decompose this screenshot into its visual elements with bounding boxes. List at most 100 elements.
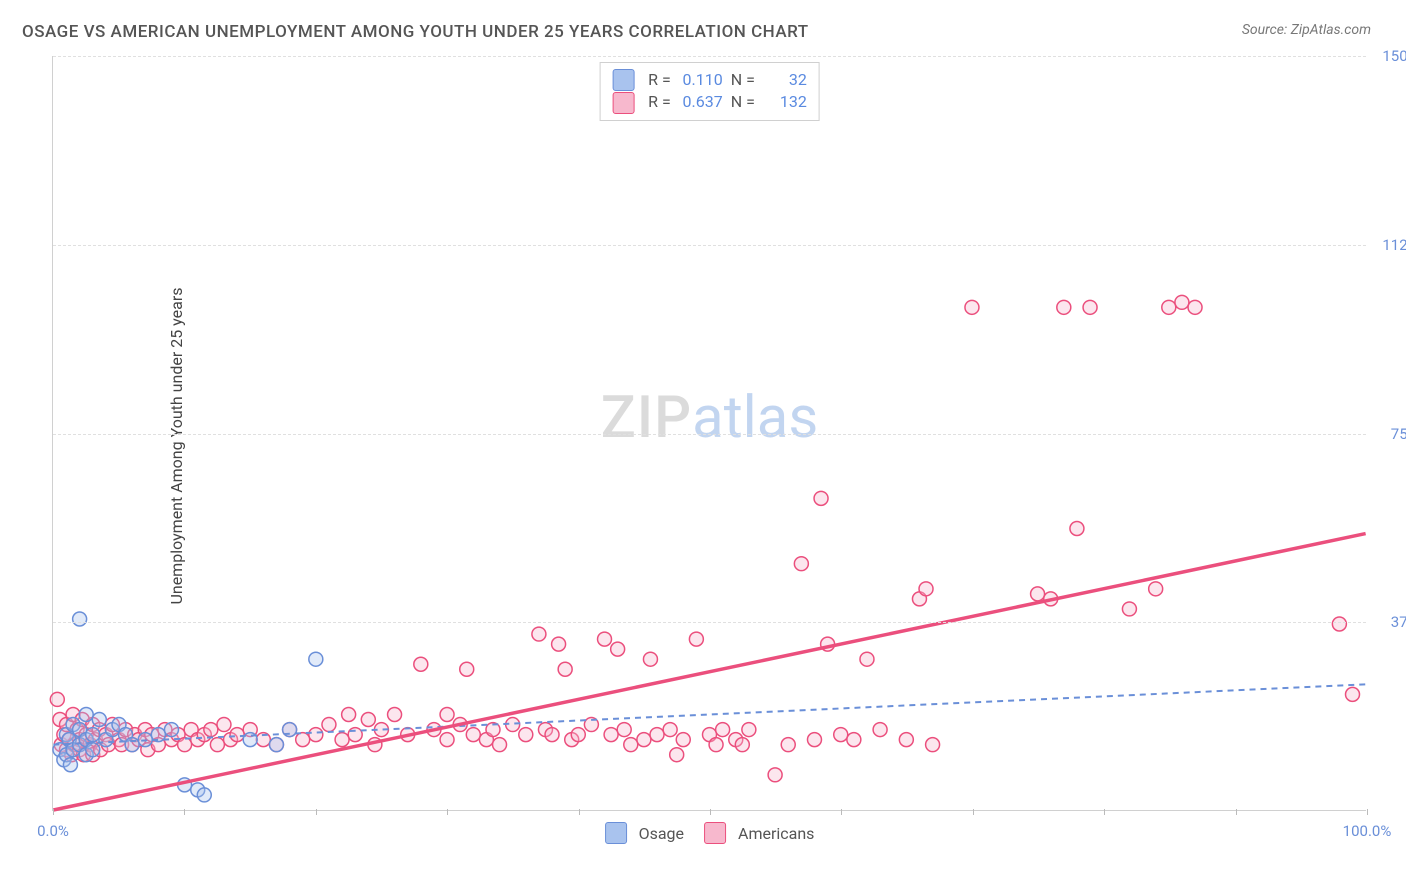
scatter-point bbox=[1057, 300, 1071, 314]
scatter-point bbox=[532, 627, 546, 641]
scatter-point bbox=[204, 723, 218, 737]
scatter-point bbox=[650, 728, 664, 742]
scatter-point bbox=[1175, 295, 1189, 309]
scatter-point bbox=[309, 652, 323, 666]
n-label: N = bbox=[731, 91, 755, 113]
scatter-point bbox=[663, 723, 677, 737]
x-tick bbox=[841, 809, 842, 815]
scatter-point bbox=[794, 557, 808, 571]
y-tick-label: 37.5% bbox=[1391, 613, 1406, 631]
scatter-point bbox=[86, 728, 100, 742]
scatter-point bbox=[735, 738, 749, 752]
scatter-point bbox=[814, 491, 828, 505]
chart-container: OSAGE VS AMERICAN UNEMPLOYMENT AMONG YOU… bbox=[0, 0, 1406, 892]
x-tick bbox=[53, 809, 54, 815]
scatter-point bbox=[643, 652, 657, 666]
scatter-point bbox=[873, 723, 887, 737]
scatter-point bbox=[63, 758, 77, 772]
scatter-point bbox=[1122, 602, 1136, 616]
gridline bbox=[53, 56, 1366, 57]
scatter-point bbox=[670, 748, 684, 762]
scatter-point bbox=[86, 743, 100, 757]
scatter-point bbox=[768, 768, 782, 782]
chart-title: OSAGE VS AMERICAN UNEMPLOYMENT AMONG YOU… bbox=[22, 22, 809, 42]
scatter-point bbox=[860, 652, 874, 666]
scatter-point bbox=[676, 733, 690, 747]
x-tick bbox=[1367, 809, 1368, 815]
scatter-point bbox=[899, 733, 913, 747]
trend-line bbox=[53, 534, 1365, 810]
gridline bbox=[53, 622, 1366, 623]
scatter-point bbox=[342, 708, 356, 722]
bottom-legend: Osage Americans bbox=[605, 822, 815, 844]
swatch-americans bbox=[612, 92, 634, 114]
scatter-point bbox=[919, 582, 933, 596]
legend-label-americans: Americans bbox=[738, 824, 814, 843]
scatter-point bbox=[296, 733, 310, 747]
scatter-point bbox=[847, 733, 861, 747]
scatter-point bbox=[604, 728, 618, 742]
scatter-point bbox=[322, 718, 336, 732]
r-label: R = bbox=[648, 69, 671, 91]
n-value-americans: 132 bbox=[763, 91, 807, 113]
y-tick-label: 75.0% bbox=[1391, 425, 1406, 443]
n-value-osage: 32 bbox=[763, 69, 807, 91]
scatter-point bbox=[309, 728, 323, 742]
scatter-point bbox=[611, 642, 625, 656]
scatter-point bbox=[1346, 687, 1360, 701]
scatter-point bbox=[807, 733, 821, 747]
r-value-osage: 0.110 bbox=[679, 69, 723, 91]
scatter-point bbox=[230, 728, 244, 742]
legend-item-osage: Osage bbox=[605, 822, 684, 844]
scatter-point bbox=[197, 788, 211, 802]
scatter-point bbox=[598, 632, 612, 646]
scatter-point bbox=[217, 718, 231, 732]
legend-item-americans: Americans bbox=[704, 822, 814, 844]
scatter-point bbox=[50, 692, 64, 706]
scatter-point bbox=[965, 300, 979, 314]
stats-row-americans: R = 0.637 N = 132 bbox=[612, 91, 807, 113]
scatter-point bbox=[361, 713, 375, 727]
scatter-point bbox=[571, 728, 585, 742]
scatter-point bbox=[269, 738, 283, 752]
scatter-point bbox=[79, 708, 93, 722]
scatter-point bbox=[210, 738, 224, 752]
scatter-point bbox=[164, 723, 178, 737]
x-tick-label: 0.0% bbox=[37, 822, 69, 840]
scatter-point bbox=[709, 738, 723, 752]
gridline bbox=[53, 245, 1366, 246]
scatter-point bbox=[92, 713, 106, 727]
scatter-point bbox=[460, 662, 474, 676]
scatter-point bbox=[519, 728, 533, 742]
scatter-point bbox=[637, 733, 651, 747]
scatter-point bbox=[1188, 300, 1202, 314]
x-tick bbox=[447, 809, 448, 815]
swatch-americans bbox=[704, 822, 726, 844]
x-tick bbox=[1236, 809, 1237, 815]
scatter-point bbox=[742, 723, 756, 737]
r-value-americans: 0.637 bbox=[679, 91, 723, 113]
scatter-point bbox=[624, 738, 638, 752]
scatter-point bbox=[834, 728, 848, 742]
scatter-point bbox=[1083, 300, 1097, 314]
legend-label-osage: Osage bbox=[639, 824, 684, 843]
stats-legend: R = 0.110 N = 32 R = 0.637 N = 132 bbox=[599, 62, 820, 121]
scatter-point bbox=[1149, 582, 1163, 596]
scatter-point bbox=[545, 728, 559, 742]
plot-area: ZIPatlas R = 0.110 N = 32 R = 0.637 N = … bbox=[52, 56, 1366, 811]
scatter-point bbox=[414, 657, 428, 671]
scatter-point bbox=[1332, 617, 1346, 631]
x-tick bbox=[184, 809, 185, 815]
scatter-point bbox=[388, 708, 402, 722]
scatter-point bbox=[781, 738, 795, 752]
x-tick bbox=[710, 809, 711, 815]
x-tick bbox=[1104, 809, 1105, 815]
y-tick-label: 150.0% bbox=[1382, 47, 1406, 65]
scatter-point bbox=[493, 738, 507, 752]
swatch-osage bbox=[605, 822, 627, 844]
scatter-point bbox=[440, 733, 454, 747]
swatch-osage bbox=[612, 69, 634, 91]
r-label: R = bbox=[648, 91, 671, 113]
x-tick bbox=[579, 809, 580, 815]
scatter-point bbox=[1070, 522, 1084, 536]
